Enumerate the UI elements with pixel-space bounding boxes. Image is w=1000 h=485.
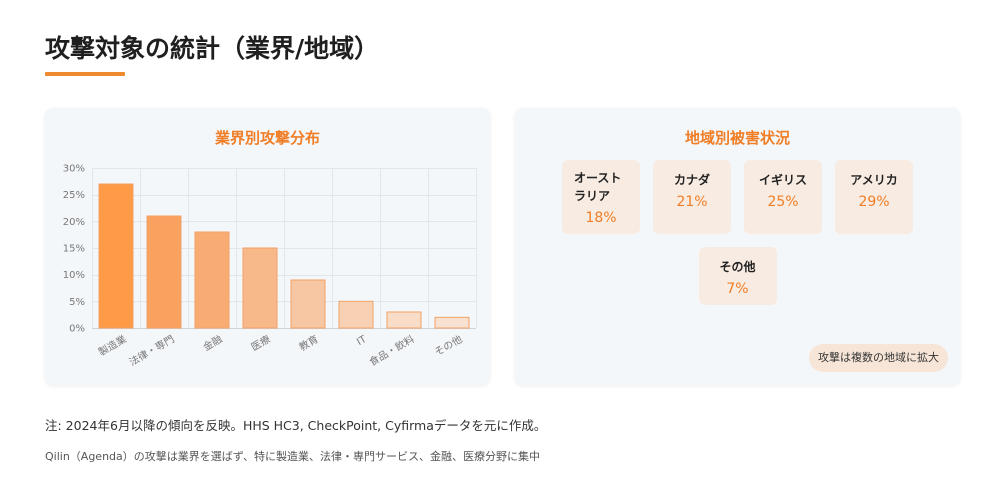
footer-summary: Qilin（Agenda）の攻撃は業界を選ばず、特に製造業、法律・専門サービス、… [45,450,540,463]
region-note-badge: 攻撃は複数の地域に拡大 [809,344,948,372]
category-label: 法律・専門 [127,332,177,368]
region-tile-value: 21% [676,194,708,210]
page-title: 攻撃対象の統計（業界/地域） [45,34,380,63]
category-label: IT [355,334,369,349]
y-tick-label: 0% [69,324,85,335]
y-tick-label: 25% [63,190,85,201]
y-tick-label: 10% [63,270,85,281]
bar-6 [338,300,374,329]
footer-note: 注: 2024年6月以降の傾向を反映。HHS HC3, CheckPoint, … [45,418,547,433]
bar-1 [98,183,134,329]
region-tile-usa: アメリカ 29% [835,160,913,234]
region-tiles: オーストラリア 18% カナダ 21% イギリス 25% アメリカ 29% その… [562,160,913,305]
region-tile-value: 29% [858,194,890,210]
region-tile-canada: カナダ 21% [653,160,731,234]
y-tick-label: 15% [63,244,85,255]
category-label: 食品・飲料 [367,332,417,368]
region-tile-label: その他 [719,260,756,274]
y-tick-label: 5% [69,297,85,308]
category-label: 教育 [297,332,321,353]
region-tile-value: 18% [585,210,617,226]
category-label: 製造業 [96,332,128,358]
category-label: その他 [432,332,464,358]
region-card: 地域別被害状況 オーストラリア 18% カナダ 21% イギリス 25% アメリ… [515,108,960,385]
region-tile-label: カナダ [673,173,710,187]
industry-chart-card: 0% 5% 10% 15% 20% 25% 30% 製造業 法律・専門 金融 医療 教育 IT 食品・飲料… [45,108,490,385]
region-tile-label: オーストラリア [574,171,622,203]
region-tile-value: 25% [767,194,799,210]
region-tile-other: その他 7% [698,247,777,305]
bar-4 [242,247,278,329]
region-tile-label: アメリカ [850,173,898,187]
region-card-title: 地域別被害状況 [684,129,790,147]
bar-3 [194,231,230,329]
bar-7 [386,311,422,329]
y-tick-label: 30% [63,164,85,175]
industry-bar-chart: 0% 5% 10% 15% 20% 25% 30% 製造業 法律・専門 金融 医療 教育 IT 食品・飲料… [63,164,477,369]
category-label: 医療 [249,332,273,353]
title-underline [45,72,125,76]
bar-5 [290,279,326,329]
region-tile-australia: オーストラリア 18% [562,160,640,234]
industry-chart-title: 業界別攻撃分布 [214,129,320,147]
bar-2 [146,215,182,329]
category-label: 金融 [201,332,225,353]
region-tile-label: イギリス [758,173,807,187]
region-tile-uk: イギリス 25% [744,160,822,234]
bar-8 [434,316,470,329]
region-tile-value: 7% [726,281,749,297]
y-tick-label: 20% [63,217,85,228]
